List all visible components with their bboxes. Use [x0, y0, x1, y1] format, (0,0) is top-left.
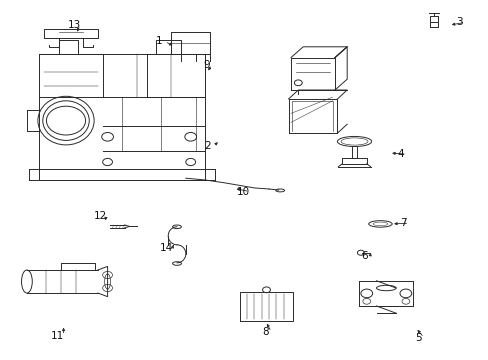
Text: 4: 4	[397, 149, 404, 159]
Text: 9: 9	[203, 60, 209, 70]
Text: 11: 11	[51, 330, 64, 341]
Text: 13: 13	[67, 20, 81, 30]
Text: 14: 14	[159, 243, 173, 253]
Text: 7: 7	[399, 218, 406, 228]
Text: 6: 6	[360, 251, 367, 261]
Text: 5: 5	[414, 333, 421, 343]
Text: 1: 1	[155, 36, 162, 46]
Text: 2: 2	[204, 141, 211, 151]
Text: 8: 8	[262, 327, 268, 337]
Text: 10: 10	[237, 186, 249, 197]
Text: 3: 3	[455, 17, 462, 27]
Text: 12: 12	[93, 211, 107, 221]
